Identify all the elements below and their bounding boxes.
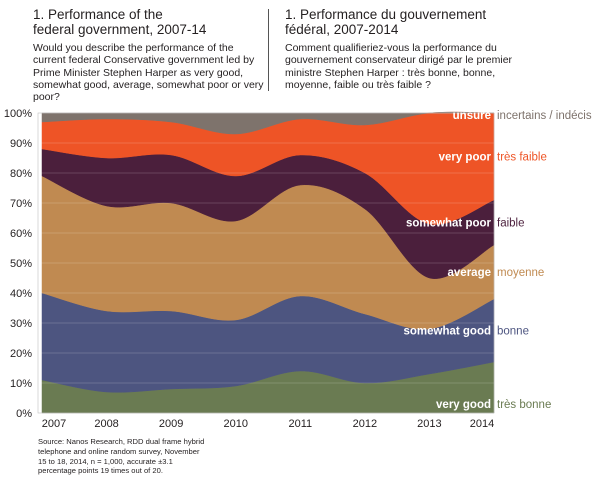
y-tick-label: 30% (10, 318, 32, 330)
title-fr-line2: fédéral, 2007-2014 (285, 22, 399, 37)
x-tick-label: 2008 (94, 418, 118, 430)
x-tick-label: 2010 (223, 418, 247, 430)
series-label-fr-somewhat-poor: faible (497, 218, 525, 230)
x-tick-label: 2014 (470, 418, 494, 430)
series-label-very-poor: very poor (439, 152, 492, 164)
title-en-line1: 1. Performance of the (33, 7, 163, 22)
series-label-fr-unsure: incertains / indécis (497, 110, 592, 122)
series-label-fr-very-poor: très faible (497, 152, 547, 164)
x-tick-label: 2011 (288, 418, 312, 430)
question-en: Would you describe the performance of th… (33, 42, 264, 104)
y-tick-label: 0% (16, 408, 32, 420)
x-tick-label: 2012 (353, 418, 377, 430)
y-tick-label: 100% (4, 108, 32, 120)
source-note: Source: Nanos Research, RDD dual frame h… (38, 437, 205, 476)
series-label-somewhat-poor: somewhat poor (406, 218, 492, 230)
y-tick-label: 80% (10, 168, 32, 180)
x-tick-label: 2007 (42, 418, 66, 430)
series-label-average: average (448, 267, 491, 279)
header-en: 1. Performance of the federal government… (33, 7, 265, 103)
title-fr: 1. Performance du gouvernement fédéral, … (285, 7, 525, 37)
y-tick-label: 70% (10, 198, 32, 210)
plot-frame (37, 112, 495, 414)
series-label-fr-average: moyenne (497, 267, 544, 279)
series-label-fr-very-good: très bonne (497, 399, 551, 411)
header-fr: 1. Performance du gouvernement fédéral, … (285, 7, 525, 91)
y-tick-label: 10% (10, 378, 32, 390)
title-en: 1. Performance of the federal government… (33, 7, 265, 37)
y-tick-label: 60% (10, 228, 32, 240)
series-label-very-good: very good (436, 399, 491, 411)
x-tick-label: 2009 (159, 418, 183, 430)
y-tick-label: 50% (10, 258, 32, 270)
series-label-somewhat-good: somewhat good (403, 326, 491, 338)
series-label-unsure: unsure (453, 110, 491, 122)
title-en-line2: federal government, 2007-14 (33, 22, 207, 37)
y-tick-label: 20% (10, 348, 32, 360)
header-divider (268, 9, 269, 91)
y-tick-label: 40% (10, 288, 32, 300)
series-label-fr-somewhat-good: bonne (497, 326, 529, 338)
x-tick-label: 2013 (417, 418, 441, 430)
title-fr-line1: 1. Performance du gouvernement (285, 7, 487, 22)
question-fr: Comment qualifieriez-vous la performance… (285, 42, 513, 91)
y-tick-label: 90% (10, 138, 32, 150)
